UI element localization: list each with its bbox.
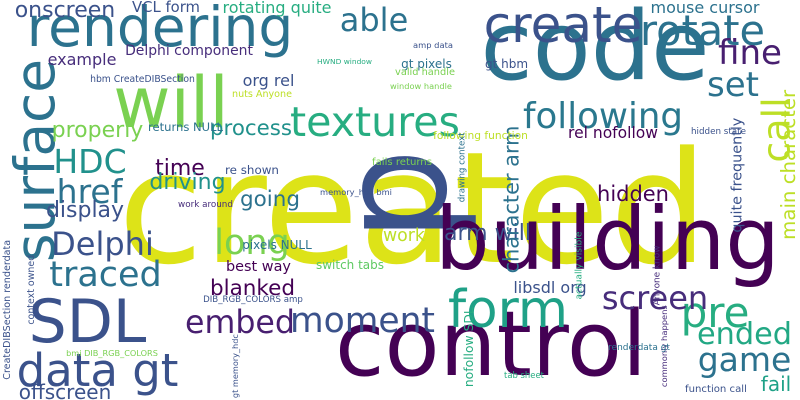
word-created: created [118, 117, 708, 299]
word-textures: textures [290, 97, 460, 146]
word-org-rel: org rel [242, 71, 295, 90]
word-returns-null: returns NULL [148, 120, 223, 135]
word-moment: moment [290, 300, 435, 341]
word-able: able [339, 1, 409, 39]
word-code: code [480, 0, 710, 102]
word-nofollow-sdl: nofollow SDL [461, 307, 476, 387]
word-display: display [45, 198, 125, 223]
word-drawing-context: drawing context [457, 132, 468, 202]
word-libsdl-org: libsdl org [513, 278, 587, 297]
word-gt-pixels: gt pixels [401, 57, 452, 71]
word-vcl-form: VCL form [132, 0, 200, 16]
word-memory-hdc-bmi: memory_hdc bmi [320, 186, 392, 197]
word-sdl: SDL [28, 287, 147, 357]
word-rendering: rendering [26, 0, 294, 59]
word-properly: properly [51, 118, 144, 143]
word-going: going [240, 187, 300, 213]
word-createdibsection-renderdata: CreateDIBSection renderdata [2, 240, 14, 380]
word-hidden-state: hidden state [691, 126, 746, 137]
word-re-shown: re shown [225, 163, 279, 178]
word-following-function: following function [433, 128, 528, 142]
word-traced: traced [49, 255, 162, 295]
word-nuts-anyone: nuts Anyone [232, 89, 292, 101]
word-pixels-null: pixels NULL [242, 238, 312, 252]
word-renderdata-gt: renderdata gt [608, 343, 670, 354]
word-create: create [483, 0, 643, 54]
word-function-call: function call [685, 383, 747, 395]
word-hidden: hidden [597, 181, 669, 206]
word-arm-will: arm will [444, 221, 531, 246]
word-set: set [707, 65, 759, 105]
word-best-way: best way [226, 258, 291, 275]
word-game: game [697, 340, 792, 379]
word-form: form [448, 280, 568, 341]
word-control: control [335, 292, 647, 397]
word-process: process [210, 116, 292, 142]
word-switch-tabs: switch tabs [316, 258, 384, 272]
word-fail: fail [760, 372, 792, 396]
word-href: href [56, 172, 123, 211]
word-window-handle: window handle [390, 80, 452, 91]
word-work: work [383, 226, 425, 247]
word-ended: ended [697, 316, 792, 352]
word-rotate: rotate [640, 6, 765, 56]
word-will: will [113, 62, 229, 144]
word-time: time [155, 156, 205, 181]
word-embed: embed [185, 305, 295, 342]
word-building: building [435, 189, 780, 290]
word-long: long [214, 223, 290, 263]
word-dib-rgb-colors-amp: DIB_RGB_COLORS amp [203, 294, 303, 305]
word-data-gt: data gt [16, 344, 179, 397]
word-following: following [523, 96, 683, 138]
word-delphi-component: Delphi component [125, 43, 253, 60]
word-fails-returns: fails returns [372, 156, 432, 168]
word-amp-data: amp data [413, 39, 453, 50]
word-work-around: work around [178, 199, 233, 210]
word-anyone-know: Anyone know [652, 245, 663, 305]
word-hwnd-window: HWND window [317, 57, 372, 67]
word-screen: screen [601, 279, 709, 317]
word-gt-memory-hdc: gt memory_hdc [229, 334, 240, 398]
word-pre: pre [680, 288, 750, 337]
word-example: example [47, 50, 117, 69]
word-actually-visible: actually visible [573, 232, 584, 300]
word-offscreen: offscreen [18, 380, 112, 400]
word-gt-hbm: gt hbm [484, 57, 529, 71]
word-onscreen: onscreen [14, 0, 116, 23]
word-rel-nofollow: rel nofollow [568, 124, 658, 143]
word-hbm-createdibsection: hbm CreateDIBSection [90, 74, 195, 86]
word-valid-handle: valid handle [395, 67, 455, 79]
word-driving: driving [149, 170, 226, 195]
word-delphi: Delphi [51, 225, 154, 263]
word-character-arm: character arm [499, 125, 524, 273]
word-main-character: main character [777, 90, 800, 240]
word-bmi-dib-rgb-colors: bmi DIB_RGB_COLORS [66, 347, 158, 358]
word-context-owned: context owned [26, 255, 38, 325]
word-hdc: HDC [53, 142, 127, 181]
word-mouse-cursor: mouse cursor [650, 0, 760, 17]
word-tab-sheet: tab sheet [504, 369, 544, 380]
word-fine: fine [718, 33, 782, 73]
word-blanked: blanked [210, 276, 295, 302]
word-rotating-quite: rotating quite [222, 0, 332, 17]
